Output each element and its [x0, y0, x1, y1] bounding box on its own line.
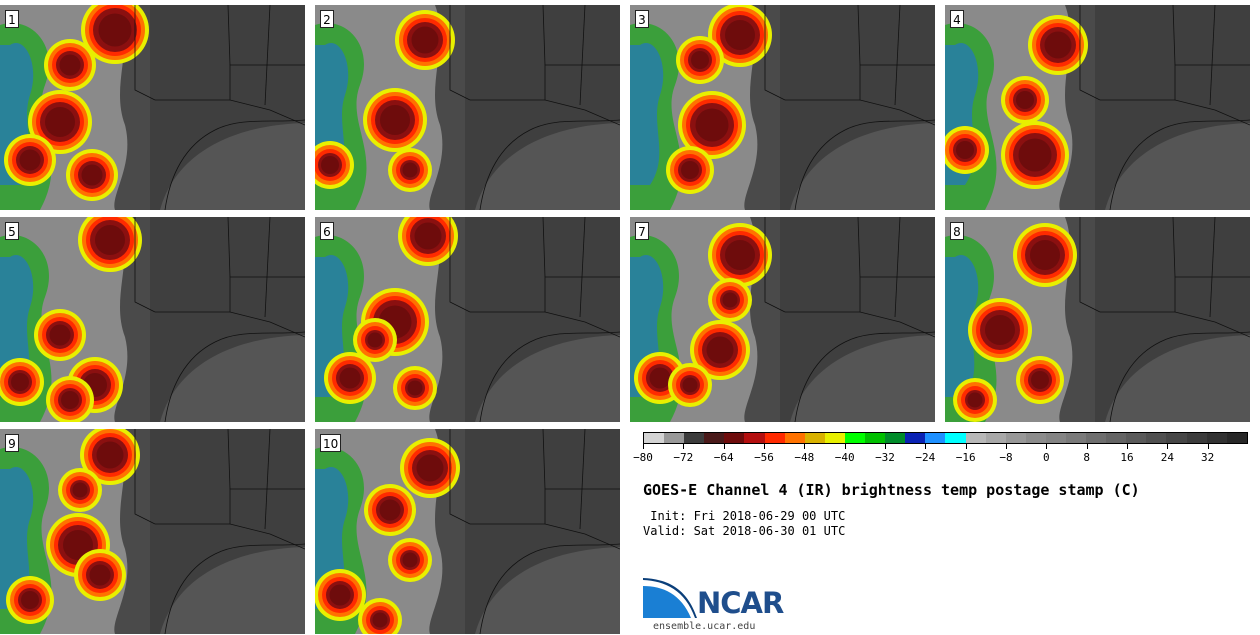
- colorbar-tick: [1167, 444, 1169, 449]
- ensemble-member-panel: 2: [315, 5, 620, 210]
- colorbar-segment: [1146, 433, 1167, 443]
- colorbar-segment: [664, 433, 685, 443]
- ensemble-member-panel: 6: [315, 217, 620, 422]
- colorbar-segment: [1226, 433, 1247, 443]
- member-number-label: 9: [5, 434, 19, 452]
- colorbar-tick-label: −40: [834, 451, 855, 464]
- ir-satellite-map: [315, 5, 620, 210]
- colorbar-segment: [764, 433, 785, 443]
- ensemble-member-panel: 4: [945, 5, 1250, 210]
- init-time: Init: Fri 2018-06-29 00 UTC: [643, 509, 846, 523]
- colorbar: [643, 432, 1248, 444]
- colorbar-tick-label: 32: [1201, 451, 1215, 464]
- colorbar-tick-label: −16: [955, 451, 976, 464]
- colorbar-segment: [1106, 433, 1127, 443]
- member-number-label: 7: [635, 222, 649, 240]
- figure-title: GOES-E Channel 4 (IR) brightness temp po…: [643, 481, 1140, 499]
- colorbar-segment: [1166, 433, 1187, 443]
- colorbar-segment: [704, 433, 725, 443]
- colorbar-segment: [885, 433, 906, 443]
- member-number-label: 6: [320, 222, 334, 240]
- colorbar-tick: [683, 444, 685, 449]
- member-number-label: 1: [5, 10, 19, 28]
- colorbar-tick-label: −64: [713, 451, 734, 464]
- colorbar-tick: [965, 444, 967, 449]
- colorbar-tick-label: −80: [633, 451, 653, 464]
- colorbar-segment: [1045, 433, 1066, 443]
- ir-satellite-map: [630, 217, 935, 422]
- colorbar-segment: [905, 433, 926, 443]
- colorbar-tick: [1127, 444, 1128, 449]
- ir-satellite-map: [945, 217, 1250, 422]
- colorbar-segment: [1126, 433, 1147, 443]
- member-number-label: 5: [5, 222, 19, 240]
- member-number-label: 4: [950, 10, 964, 28]
- colorbar-segment: [824, 433, 845, 443]
- member-number-label: 3: [635, 10, 649, 28]
- colorbar-tick-label: 24: [1160, 451, 1174, 464]
- colorbar-tick: [1046, 444, 1048, 449]
- colorbar-segment: [1206, 433, 1227, 443]
- colorbar-tick-label: −72: [673, 451, 694, 464]
- colorbar-segment: [1186, 433, 1207, 443]
- colorbar-segment: [844, 433, 866, 443]
- colorbar-segment: [804, 433, 825, 443]
- colorbar-tick-label: −8: [999, 451, 1013, 464]
- ensemble-member-panel: 1: [0, 5, 305, 210]
- colorbar-segment: [1025, 433, 1046, 443]
- member-number-label: 10: [320, 434, 342, 452]
- ensemble-member-panel: 9: [0, 429, 305, 634]
- colorbar-ticks: −80 −72 −64 −56 −48 −40 −32 −24 −16 −8 0 8 16 24 32: [633, 444, 1248, 468]
- valid-time: Valid: Sat 2018-06-30 01 UTC: [643, 524, 846, 538]
- ensemble-member-panel: 3: [630, 5, 935, 210]
- colorbar-tick: [1207, 444, 1209, 449]
- ir-satellite-map: [630, 5, 935, 210]
- colorbar-tick: [764, 444, 765, 449]
- site-url: ensemble.ucar.edu: [653, 621, 756, 632]
- colorbar-segment: [1005, 433, 1026, 443]
- logo-text: NCAR: [697, 586, 784, 620]
- colorbar-tick: [1006, 444, 1007, 449]
- ir-satellite-map: [315, 429, 620, 634]
- colorbar-tick: [844, 444, 846, 449]
- colorbar-tick-label: −32: [875, 451, 895, 464]
- ensemble-member-panel: 7: [630, 217, 935, 422]
- ensemble-member-panel: 8: [945, 217, 1250, 422]
- colorbar-segment: [985, 433, 1006, 443]
- colorbar-segment: [1086, 433, 1107, 443]
- colorbar-tick-label: 0: [1043, 451, 1050, 464]
- colorbar-tick-label: 8: [1083, 451, 1090, 464]
- colorbar-tick: [723, 444, 725, 449]
- colorbar-segment: [865, 433, 886, 443]
- ir-satellite-map: [0, 5, 305, 210]
- ir-satellite-map: [945, 5, 1250, 210]
- colorbar-segment: [1065, 433, 1087, 443]
- colorbar-segment: [945, 433, 966, 443]
- colorbar-tick-label: −48: [794, 451, 815, 464]
- ensemble-member-panel: 10: [315, 429, 620, 634]
- colorbar-segment: [784, 433, 805, 443]
- colorbar-tick: [1086, 444, 1088, 449]
- colorbar-tick-label: −56: [754, 451, 774, 464]
- ncar-logo-icon: [643, 578, 697, 618]
- colorbar-tick: [885, 444, 886, 449]
- member-number-label: 8: [950, 222, 964, 240]
- colorbar-segment: [925, 433, 946, 443]
- colorbar-segment: [744, 433, 765, 443]
- ensemble-member-panel: 5: [0, 217, 305, 422]
- ir-satellite-map: [0, 429, 305, 634]
- colorbar-tick-label: 16: [1120, 451, 1134, 464]
- colorbar-segment: [965, 433, 986, 443]
- colorbar-tick-label: −24: [915, 451, 936, 464]
- member-number-label: 2: [320, 10, 334, 28]
- colorbar-segment: [644, 433, 665, 443]
- time-info: Init: Fri 2018-06-29 00 UTC Valid: Sat 2…: [643, 509, 845, 539]
- colorbar-tick: [643, 444, 644, 449]
- ir-satellite-map: [315, 217, 620, 422]
- colorbar-tick: [804, 444, 806, 449]
- colorbar-segment: [684, 433, 705, 443]
- ir-satellite-map: [0, 217, 305, 422]
- colorbar-tick: [925, 444, 927, 449]
- colorbar-segment: [724, 433, 745, 443]
